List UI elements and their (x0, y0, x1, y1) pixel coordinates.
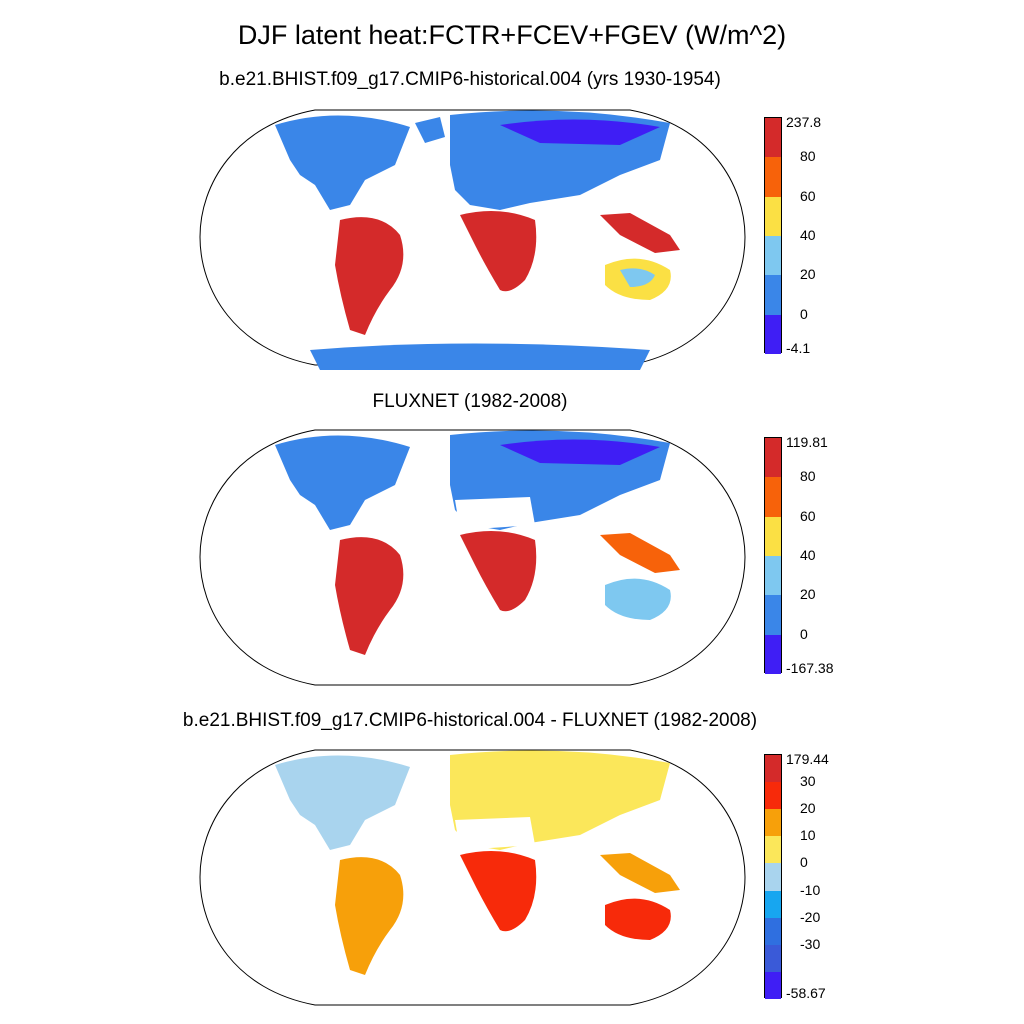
colorbar-label: 20 (800, 800, 816, 817)
colorbar-label: -10 (800, 881, 821, 898)
colorbar-segment (765, 595, 781, 635)
colorbar-label: 0 (800, 305, 808, 322)
colorbar-label: 179.44 (786, 751, 829, 767)
colorbar-label: 80 (800, 148, 816, 165)
colorbar-label: 237.8 (786, 114, 822, 130)
fluxnet-land-fill (275, 430, 680, 655)
colorbar-label: 20 (800, 586, 816, 603)
colorbar-segment (765, 863, 781, 891)
colorbar-label: -20 (800, 908, 821, 925)
colorbar-segment (765, 314, 781, 354)
model-map (199, 109, 746, 370)
colorbar-label: 10 (800, 827, 816, 844)
colorbar-segment (765, 556, 781, 596)
difference-colorbar: 179.44 30 20 10 0 -10 -20 -30 -58.67 (764, 751, 854, 1001)
colorbar-segment (765, 944, 781, 972)
colorbar-segment (765, 275, 781, 315)
difference-map (199, 749, 746, 1006)
colorbar-label: 40 (800, 547, 816, 563)
colorbar-segment (765, 118, 781, 158)
colorbar-label: 40 (800, 227, 816, 243)
colorbar-box (764, 754, 782, 999)
model-land-fill (275, 110, 680, 370)
colorbar-segment (765, 157, 781, 197)
colorbar-label: -167.38 (786, 660, 834, 676)
colorbar-label: -4.1 (786, 340, 811, 356)
colorbar-segment (765, 755, 781, 783)
colorbar-label: -30 (800, 935, 821, 952)
colorbar-segment (765, 782, 781, 810)
colorbar-label: -58.67 (786, 985, 826, 1001)
panel-1-title: b.e21.BHIST.f09_g17.CMIP6-historical.004… (219, 69, 721, 90)
colorbar-label: 119.81 (786, 434, 828, 450)
colorbar-segment (765, 236, 781, 276)
fluxnet-map (199, 429, 746, 686)
colorbar-segment (765, 836, 781, 864)
colorbar-segment (765, 196, 781, 236)
colorbar-label: 60 (800, 187, 816, 204)
colorbar-label: 60 (800, 507, 816, 524)
panel-2-title: FLUXNET (1982-2008) (372, 391, 568, 412)
fluxnet-colorbar: 119.81 80 60 40 20 0 -167.38 (764, 434, 854, 676)
difference-land-fill (275, 750, 680, 975)
colorbar-segment (765, 477, 781, 517)
colorbar-segment (765, 890, 781, 918)
colorbar-label: 30 (800, 773, 816, 790)
colorbar-label: 80 (800, 468, 816, 485)
colorbar-segment (765, 809, 781, 837)
colorbar-segment (765, 971, 781, 999)
main-title: DJF latent heat:FCTR+FCEV+FGEV (W/m^2) (237, 20, 787, 50)
colorbar-box (764, 117, 782, 354)
colorbar-segment (765, 917, 781, 945)
colorbar-segment (765, 438, 781, 478)
panel-3-title: b.e21.BHIST.f09_g17.CMIP6-historical.004… (182, 710, 758, 731)
colorbar-segment (765, 516, 781, 556)
colorbar-label: 0 (800, 854, 808, 871)
colorbar-box (764, 437, 782, 674)
model-colorbar: 237.8 80 60 40 20 0 -4.1 (764, 114, 854, 356)
colorbar-label: 0 (800, 625, 808, 642)
colorbar-segment (765, 634, 781, 674)
colorbar-label: 20 (800, 266, 816, 283)
